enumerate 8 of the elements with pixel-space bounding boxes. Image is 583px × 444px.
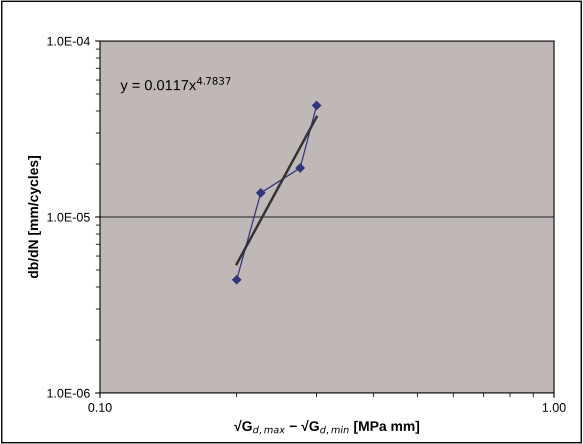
x-tick-label: 1.00 — [542, 403, 566, 412]
annotation: y = 0.0117x$^{4.7837}$ — [120, 77, 230, 94]
y-tick-label: 1.0E-06 — [47, 388, 90, 398]
y-tick-label: 1.0E-05 — [47, 212, 90, 222]
x-tick-label: 0.10 — [88, 403, 112, 412]
x-axis-title: √G$_{d,max}$ − √G$_{d,min}$ [MPa mm] — [234, 420, 420, 434]
y-axis-title: db/dN [mm/cycles] — [28, 156, 41, 278]
y-tick-label: 1.0E-04 — [47, 36, 90, 46]
